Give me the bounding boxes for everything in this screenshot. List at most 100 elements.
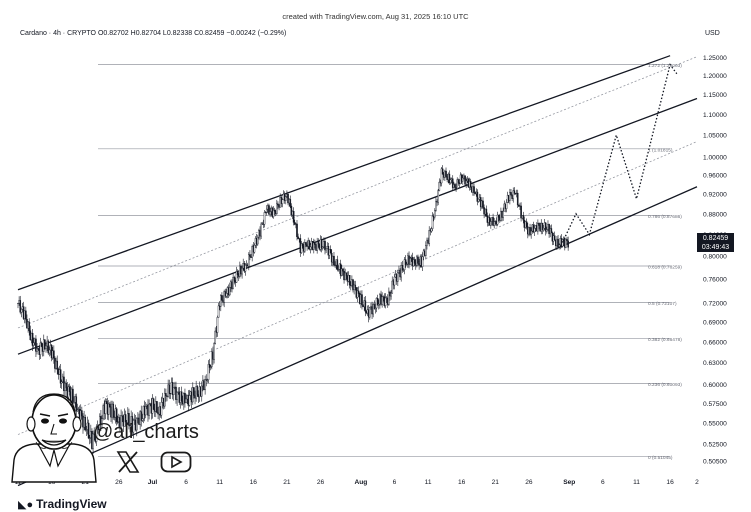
candle-body [325,248,327,251]
y-tick-label: 0.63000 [703,360,727,367]
fib-level-label: 0.618 (0.78259) [648,265,682,271]
candle-body [225,293,228,297]
tradingview-brand[interactable]: ◣● TradingView [18,497,107,511]
candle-body [232,277,234,290]
candle-body [200,385,203,397]
candle-body [176,391,178,400]
x-tick-label: 26 [317,479,325,486]
candle-body [342,268,344,272]
candle-body [68,386,71,392]
candle-body [537,223,539,232]
candle-body [490,221,492,226]
created-with-caption: created with TradingView.com, Aug 31, 20… [282,12,469,21]
candle-body [217,305,220,318]
candle-body [128,413,130,426]
candle-body [84,417,87,430]
candle-body [209,366,212,368]
candle-body [36,348,38,352]
candle-body [101,418,103,425]
candle-body [428,230,431,244]
candle-body [165,393,167,397]
candle-body [260,223,262,237]
y-tick-label: 0.55000 [703,421,727,428]
candle-body [505,202,508,209]
candle-body [533,228,536,233]
tradingview-logo-icon: ◣● [18,499,34,511]
candle-body [172,387,175,395]
candle-body [163,393,166,407]
candle-body [473,186,475,193]
candle-body [88,437,91,439]
candle-body [469,181,472,188]
candle-body [448,173,451,184]
y-tick-label: 1.15000 [703,92,727,99]
tradingview-wordmark: TradingView [36,497,107,511]
youtube-play-icon[interactable] [160,451,192,473]
candle-body [213,343,215,360]
candle-body [381,296,383,305]
candle-body [440,168,443,184]
candle-body [320,239,323,249]
candle-body [454,184,456,188]
y-tick-label: 1.00000 [703,154,727,161]
candle-body [248,254,250,267]
candle-body [557,238,559,248]
candle-body [404,259,407,265]
x-logo-icon[interactable] [115,450,141,474]
fib-retracement-layer: 1.272 (1.23003) 1 (1.01815) 0.786 (0.87686… [98,63,682,461]
candle-body [244,265,247,272]
candle-body [341,268,343,276]
channel-quarter-upper-line [17,56,698,329]
candle-body [236,271,239,275]
x-tick-label: 21 [283,479,291,486]
candle-body [253,245,256,253]
candle-body [59,369,62,384]
parallel-channel-layer [17,55,698,487]
candle-body [241,267,243,275]
candle-body [40,342,43,347]
candle-body [76,409,79,412]
y-tick-label: 0.96000 [703,173,727,180]
candle-body [249,254,251,257]
y-tick-label: 0.88000 [703,211,727,218]
candle-body [297,236,299,240]
candle-body [135,417,138,431]
candle-body [115,408,118,422]
candle-body [284,196,287,201]
candle-body [510,192,512,195]
candle-body [520,205,522,219]
fib-level-label: 0.786 (0.87686) [648,214,682,220]
x-tick-label: 2 [695,479,699,486]
candle-body [152,398,155,410]
candle-body [430,228,433,232]
channel-middle-line [17,97,698,355]
candle-body [324,241,326,251]
candle-body [449,179,452,184]
candle-body [329,249,332,254]
candle-body [206,379,209,381]
candle-body [512,190,515,199]
candle-body [565,239,567,248]
candle-body [308,240,311,250]
candlestick-layer [17,165,569,454]
candle-body [32,342,35,346]
candle-body [309,246,312,250]
x-tick-label: 6 [393,479,397,486]
candle-body [538,223,540,226]
y-tick-label: 0.92000 [703,191,727,198]
candle-body [44,339,46,350]
avatar-illustration [11,393,97,483]
candle-body [31,332,34,346]
symbol-ohlc-line: Cardano · 4h · CRYPTO O0.82702 H0.82704 … [20,30,287,37]
candle-body [120,415,122,428]
candle-body [397,272,399,282]
candle-body [45,345,47,350]
x-tick-label: 16 [250,479,258,486]
candle-body [476,191,479,202]
candle-body [263,212,266,225]
candle-body [566,239,568,242]
candle-body [445,170,447,177]
candle-body [372,304,374,315]
y-tick-label: 1.25000 [703,55,727,62]
